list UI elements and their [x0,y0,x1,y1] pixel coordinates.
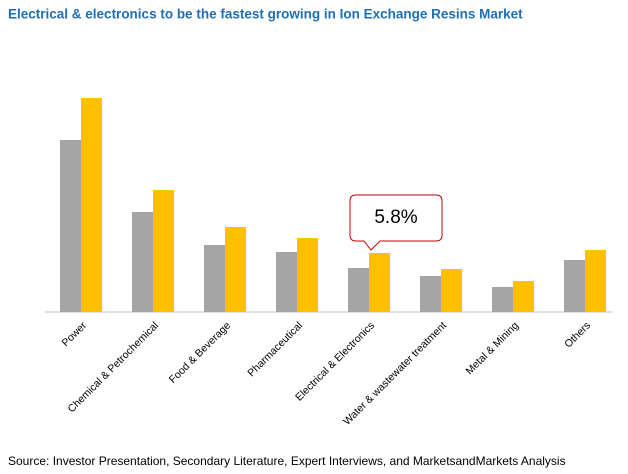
callout-box [349,194,443,251]
bar [348,268,369,312]
bar [153,190,174,312]
bar [369,253,390,312]
bar [564,260,585,312]
bar [276,252,297,312]
bar [225,227,246,312]
bar [585,250,606,312]
x-tick-label: Electrical & Electronics [293,320,377,404]
bar [492,287,513,312]
bar [513,281,534,312]
bar [60,140,81,312]
bar [204,245,225,312]
chart-title: Electrical & electronics to be the faste… [8,7,523,22]
bar [297,238,318,312]
bar [441,269,462,312]
x-tick-label: Food & Beverage [167,319,233,385]
x-tick-label: Others [562,320,593,351]
bar [420,276,441,312]
x-tick-label: Power [60,319,90,349]
bar [132,212,153,312]
annotation: 5.8% [374,207,417,228]
x-tick-label: Pharmaceutical [245,320,305,380]
source-note: Source: Investor Presentation, Secondary… [8,454,566,468]
x-tick-label: Metal & Mining [463,319,521,377]
bar [81,98,102,312]
